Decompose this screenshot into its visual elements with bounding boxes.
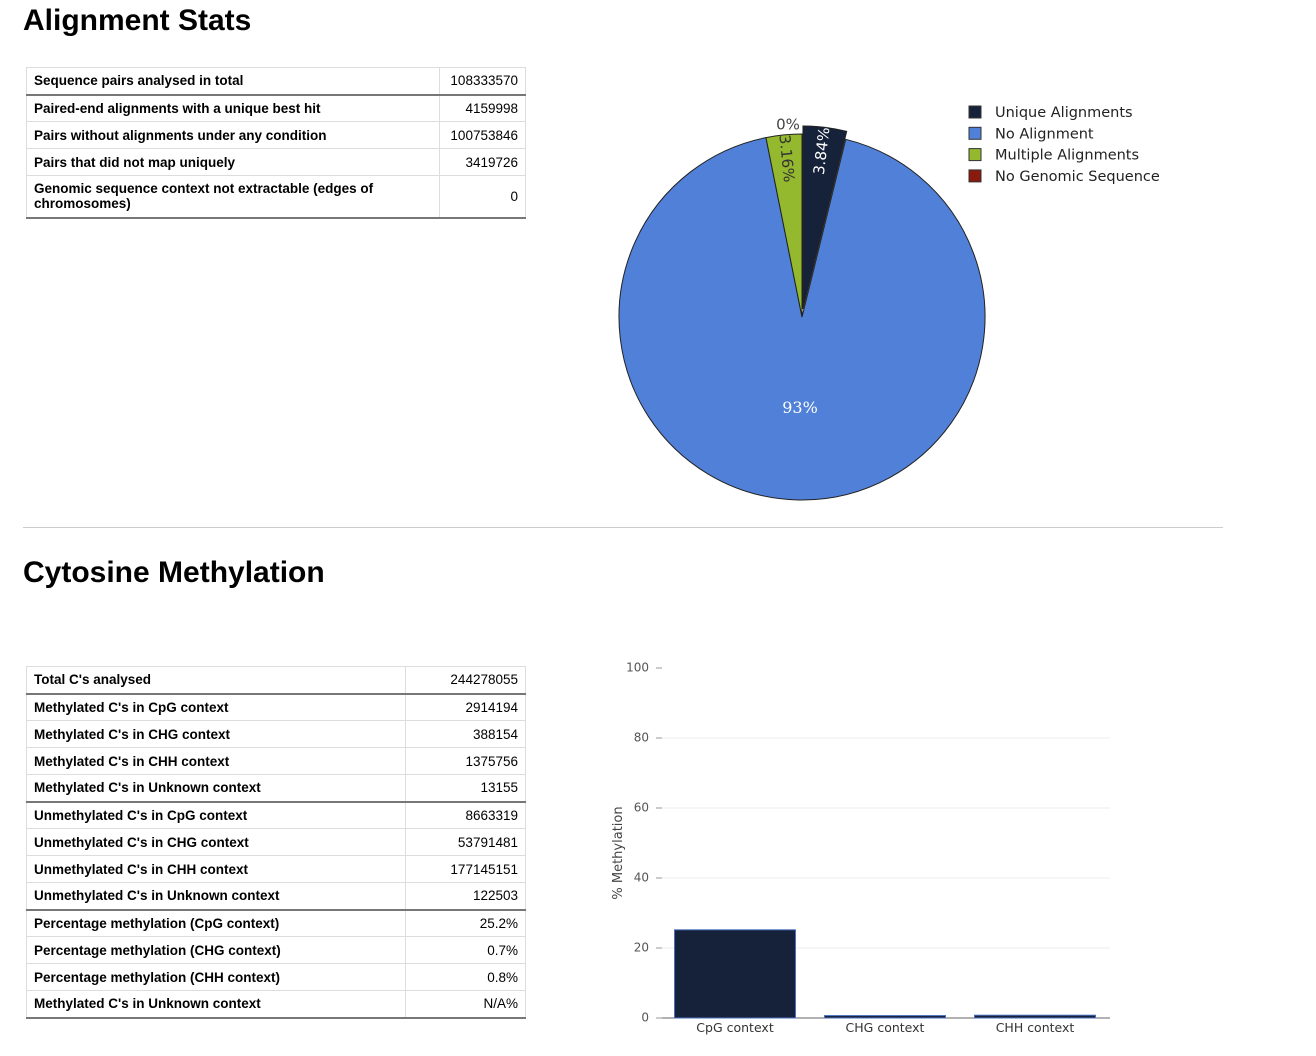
bar-chg-context[interactable]: CHG context: 0.7% [824, 1015, 946, 1019]
legend-label: No Alignment [995, 126, 1094, 142]
table-row: Total C's analysed 244278055 [26, 666, 526, 694]
alignment-stats-heading: Alignment Stats [23, 4, 252, 37]
row-value: 3419726 [439, 148, 526, 176]
row-value: 2914194 [405, 692, 526, 721]
legend-item-unique-alignments[interactable]: Unique Alignments [968, 105, 1133, 121]
table-row: Methylated C's in CpG context 2914194 [26, 692, 526, 721]
row-value: N/A% [405, 990, 526, 1018]
pie-slice-no-genomic-sequence-label: 0% [776, 116, 800, 134]
row-label: Pairs that did not map uniquely [26, 148, 440, 176]
cytosine-methylation-heading: Cytosine Methylation [23, 556, 325, 589]
row-value: 177145151 [405, 855, 526, 883]
table-row: Percentage methylation (CpG context) 25.2… [26, 908, 526, 937]
row-value: 8663319 [405, 800, 526, 829]
x-tick-label: CHH context [996, 1020, 1075, 1035]
row-value: 244278055 [405, 666, 526, 694]
row-label: Genomic sequence context not extractable… [26, 175, 440, 218]
y-tick-label: 20 [634, 941, 649, 955]
table-row: Unmethylated C's in Unknown context 12250… [26, 882, 526, 910]
table-row: Pairs that did not map uniquely 3419726 [26, 148, 526, 176]
legend-swatch [968, 126, 982, 140]
legend-swatch [968, 148, 982, 162]
row-label: Unmethylated C's in CHG context [26, 828, 406, 856]
y-tick-label: 0 [641, 1011, 649, 1025]
row-value: 4159998 [439, 93, 526, 122]
table-row: Methylated C's in Unknown context 13155 [26, 774, 526, 802]
y-tick-label: 100 [626, 661, 649, 675]
row-label: Methylated C's in Unknown context [26, 990, 406, 1018]
pie-slice-unique-alignments [802, 125, 848, 310]
pie-legend: Unique Alignments No Alignment Multiple Al… [968, 105, 1160, 185]
pie-slice-no-alignment [618, 136, 986, 501]
row-value: 108333570 [439, 67, 526, 95]
row-value: 1375756 [405, 747, 526, 775]
y-axis-label: % Methylation [611, 806, 626, 899]
row-label: Unmethylated C's in Unknown context [26, 882, 406, 910]
row-label: Methylated C's in CpG context [26, 692, 406, 721]
legend-item-multiple-alignments[interactable]: Multiple Alignments [968, 148, 1139, 164]
y-tick-label: 40 [634, 871, 649, 885]
row-label: Methylated C's in CHG context [26, 720, 406, 748]
legend-label: Unique Alignments [995, 105, 1133, 121]
legend-swatch [968, 169, 982, 183]
row-value: 53791481 [405, 828, 526, 856]
row-value: 388154 [405, 720, 526, 748]
bar-chh-context[interactable]: CHH context: 0.8% [974, 1014, 1096, 1019]
table-row: Genomic sequence context not extractable… [26, 175, 526, 218]
x-tick-label: CHG context [846, 1020, 925, 1035]
table-row: Methylated C's in CHG context 388154 [26, 720, 526, 748]
legend-label: No Genomic Sequence [995, 169, 1160, 185]
alignment-stats-table: Sequence pairs analysed in total 10833357… [26, 67, 526, 219]
row-value: 122503 [405, 882, 526, 910]
row-value: 0.8% [405, 963, 526, 991]
table-row: Methylated C's in CHH context 1375756 [26, 747, 526, 775]
table-row: Unmethylated C's in CHH context 177145151 [26, 855, 526, 883]
table-row: Unmethylated C's in CHG context 53791481 [26, 828, 526, 856]
table-row: Percentage methylation (CHG context) 0.7% [26, 936, 526, 964]
row-value: 0.7% [405, 936, 526, 964]
legend-item-no-alignment[interactable]: No Alignment [968, 126, 1094, 142]
legend-label: Multiple Alignments [995, 148, 1139, 164]
table-row: Sequence pairs analysed in total 10833357… [26, 67, 526, 95]
legend-item-no-genomic-sequence[interactable]: No Genomic Sequence [968, 169, 1160, 185]
table-row: Paired-end alignments with a unique best… [26, 93, 526, 122]
row-label: Percentage methylation (CHH context) [26, 963, 406, 991]
legend-swatch [968, 105, 982, 119]
row-label: Unmethylated C's in CpG context [26, 800, 406, 829]
row-label: Total C's analysed [26, 666, 406, 694]
y-tick-label: 80 [634, 731, 649, 745]
table-row: Percentage methylation (CHH context) 0.8% [26, 963, 526, 991]
row-label: Methylated C's in Unknown context [26, 774, 406, 802]
table-row: Pairs without alignments under any condi… [26, 121, 526, 149]
row-label: Percentage methylation (CpG context) [26, 908, 406, 937]
y-tick-label: 60 [634, 801, 649, 815]
section-divider [23, 527, 1223, 528]
row-label: Sequence pairs analysed in total [26, 67, 440, 95]
bar-cpg-context[interactable]: CpG context: 25.2% [674, 929, 796, 1019]
row-value: 0 [439, 175, 526, 218]
row-value: 25.2% [405, 908, 526, 937]
table-row: Methylated C's in Unknown context N/A% [26, 990, 526, 1018]
row-label: Percentage methylation (CHG context) [26, 936, 406, 964]
table-row: Unmethylated C's in CpG context 8663319 [26, 800, 526, 829]
row-label: Pairs without alignments under any condi… [26, 121, 440, 149]
row-label: Methylated C's in CHH context [26, 747, 406, 775]
x-tick-label: CpG context [696, 1020, 774, 1035]
bar-chart: 0 20 40 60 80 100 CpG context: 25.2%CpG contex… [611, 661, 1110, 1035]
methylation-stats-table: Total C's analysed 244278055 Methylated C… [26, 666, 526, 1019]
row-label: Unmethylated C's in CHH context [26, 855, 406, 883]
pie-chart: 3.84% 93% 3.16%0% [618, 116, 986, 501]
pie-slice-unique-alignments-label: 3.84% [810, 126, 834, 175]
row-value: 100753846 [439, 121, 526, 149]
row-value: 13155 [405, 774, 526, 802]
pie-slice-no-alignment-label: 93% [782, 398, 818, 417]
pie-slice-multiple-alignments [765, 133, 803, 318]
row-label: Paired-end alignments with a unique best… [26, 93, 440, 122]
pie-slice-multiple-alignments-label: 3.16% [775, 134, 798, 183]
